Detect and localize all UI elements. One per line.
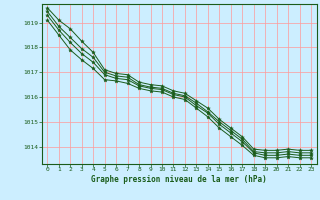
X-axis label: Graphe pression niveau de la mer (hPa): Graphe pression niveau de la mer (hPa) xyxy=(91,175,267,184)
